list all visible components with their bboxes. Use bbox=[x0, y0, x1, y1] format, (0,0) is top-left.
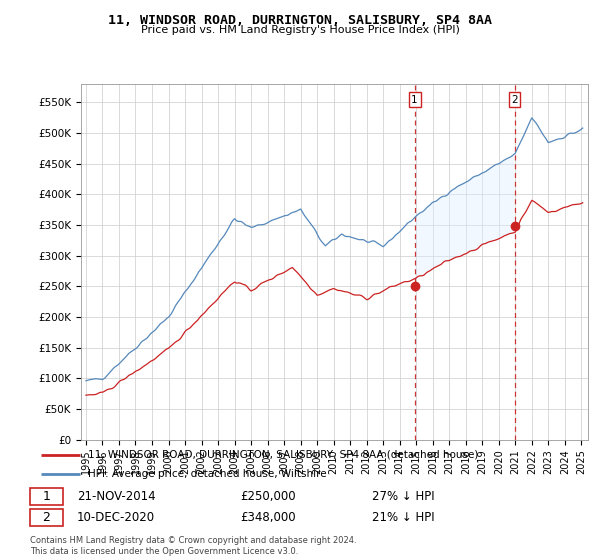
Text: 2: 2 bbox=[511, 95, 518, 105]
Text: 2: 2 bbox=[43, 511, 50, 524]
FancyBboxPatch shape bbox=[30, 510, 63, 526]
Text: £348,000: £348,000 bbox=[240, 511, 295, 524]
Text: 21% ↓ HPI: 21% ↓ HPI bbox=[372, 511, 435, 524]
Text: 11, WINDSOR ROAD, DURRINGTON, SALISBURY, SP4 8AA: 11, WINDSOR ROAD, DURRINGTON, SALISBURY,… bbox=[108, 14, 492, 27]
Text: 1: 1 bbox=[411, 95, 418, 105]
Text: Contains HM Land Registry data © Crown copyright and database right 2024.
This d: Contains HM Land Registry data © Crown c… bbox=[30, 536, 356, 556]
Text: 1: 1 bbox=[43, 490, 50, 503]
Text: 21-NOV-2014: 21-NOV-2014 bbox=[77, 490, 155, 503]
Text: HPI: Average price, detached house, Wiltshire: HPI: Average price, detached house, Wilt… bbox=[88, 469, 326, 478]
Text: £250,000: £250,000 bbox=[240, 490, 295, 503]
Text: 27% ↓ HPI: 27% ↓ HPI bbox=[372, 490, 435, 503]
Text: 10-DEC-2020: 10-DEC-2020 bbox=[77, 511, 155, 524]
FancyBboxPatch shape bbox=[30, 488, 63, 505]
Text: Price paid vs. HM Land Registry's House Price Index (HPI): Price paid vs. HM Land Registry's House … bbox=[140, 25, 460, 35]
Text: 11, WINDSOR ROAD, DURRINGTON, SALISBURY, SP4 8AA (detached house): 11, WINDSOR ROAD, DURRINGTON, SALISBURY,… bbox=[88, 450, 478, 460]
